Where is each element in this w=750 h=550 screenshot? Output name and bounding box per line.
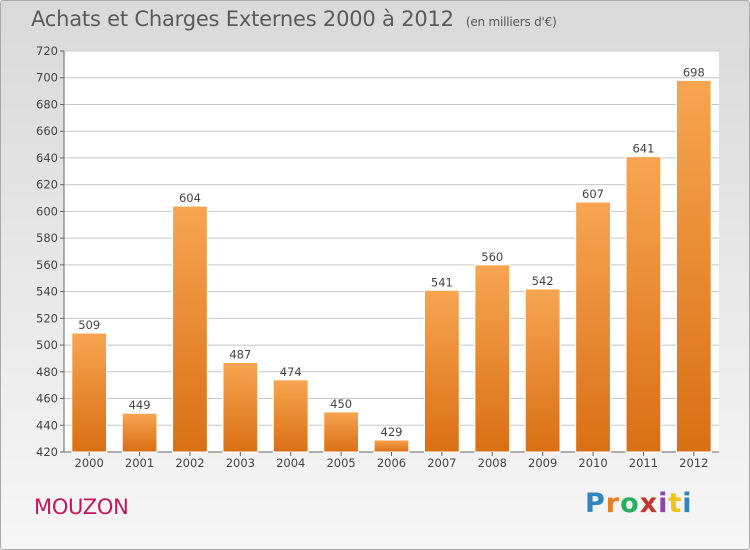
value-label-2002: 604: [179, 191, 201, 205]
bar-2001: [121, 412, 158, 453]
x-tick-label-2004: 2004: [276, 456, 305, 470]
value-label-2007: 541: [431, 275, 453, 289]
y-tick-label: 440: [36, 418, 58, 432]
y-tick-label: 580: [36, 231, 58, 245]
x-tick-label-2003: 2003: [226, 456, 255, 470]
bar-2002: [172, 205, 208, 453]
y-tick-label: 420: [36, 445, 58, 459]
x-tick-label-2000: 2000: [75, 456, 104, 470]
bar-2008: [474, 264, 511, 453]
logo-letter: o: [620, 488, 640, 519]
bar-2007: [424, 289, 460, 453]
value-label-2004: 474: [280, 365, 302, 379]
x-tick-label-2007: 2007: [427, 456, 456, 470]
y-tick-label: 620: [36, 178, 58, 192]
x-tick-label-2011: 2011: [629, 456, 658, 470]
chart-subtitle: (en milliers d'€): [465, 15, 557, 29]
value-label-2012: 698: [683, 65, 705, 79]
x-tick-label-2008: 2008: [478, 456, 507, 470]
y-tick-label: 600: [36, 204, 58, 218]
bar-2011: [625, 156, 662, 453]
logo-letter: x: [639, 488, 659, 519]
y-tick-label: 560: [36, 258, 58, 272]
y-tick-label: 660: [36, 124, 58, 138]
x-tick-label-2010: 2010: [578, 456, 607, 470]
chart-title: Achats et Charges Externes 2000 à 2012 (e…: [31, 7, 557, 31]
y-tick-label: 480: [36, 365, 58, 379]
y-tick-label: 720: [36, 44, 58, 58]
title-text: Achats et Charges Externes 2000 à 2012: [31, 7, 454, 31]
value-label-2010: 607: [582, 187, 604, 201]
place-name: MOUZON: [34, 495, 129, 519]
bar-2006: [373, 439, 410, 453]
x-tick-label-2002: 2002: [175, 456, 204, 470]
plot-area: [64, 51, 719, 452]
logo-letter: r: [605, 488, 621, 519]
value-label-2009: 542: [532, 274, 554, 288]
logo-letter: t: [668, 488, 683, 519]
y-tick-label: 640: [36, 151, 58, 165]
y-tick-label: 680: [36, 97, 58, 111]
y-tick-label: 520: [36, 311, 58, 325]
value-label-2001: 449: [129, 398, 151, 412]
y-tick-label: 700: [36, 71, 58, 85]
logo-letter: i: [682, 488, 693, 519]
bar-2005: [323, 411, 359, 453]
bar-2012: [675, 79, 712, 453]
logo-letter: i: [658, 488, 669, 519]
value-label-2005: 450: [330, 397, 352, 411]
value-label-2006: 429: [381, 425, 403, 439]
value-label-2011: 641: [632, 142, 654, 156]
bar-2000: [71, 332, 108, 453]
logo-letter: P: [585, 488, 606, 519]
bar-2009: [524, 288, 561, 453]
value-label-2008: 560: [481, 250, 503, 264]
value-label-2003: 487: [229, 347, 251, 361]
bar-2010: [575, 201, 611, 453]
x-tick-label-2001: 2001: [125, 456, 154, 470]
y-tick-label: 540: [36, 285, 58, 299]
x-tick-label-2006: 2006: [377, 456, 406, 470]
y-tick-label: 500: [36, 338, 58, 352]
y-tick-label: 460: [36, 392, 58, 406]
x-tick-label-2012: 2012: [679, 456, 708, 470]
bar-2004: [272, 379, 309, 453]
bar-2003: [222, 361, 259, 453]
x-tick-label-2005: 2005: [326, 456, 355, 470]
proxiti-logo: Proxiti: [585, 488, 693, 519]
x-tick-label-2009: 2009: [528, 456, 557, 470]
value-label-2000: 509: [78, 318, 100, 332]
